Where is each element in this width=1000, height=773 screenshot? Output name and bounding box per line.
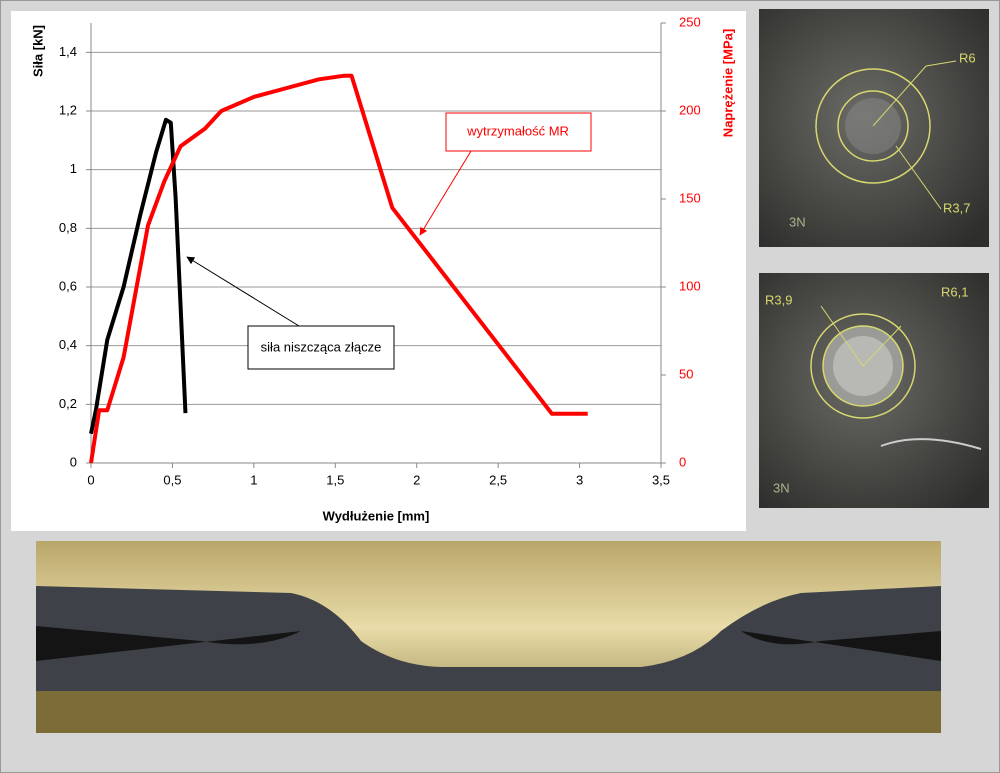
- annotation: siła niszcząca złącze: [261, 339, 382, 354]
- x-tick-label: 1: [250, 472, 257, 487]
- x-tick-label: 0: [87, 472, 94, 487]
- y-tick-label: 1,2: [59, 102, 77, 117]
- x-axis-title: Wydłużenie [mm]: [323, 508, 430, 523]
- x-tick-label: 2: [413, 472, 420, 487]
- y-tick-label: 1: [70, 161, 77, 176]
- cross-section-photo: [36, 541, 941, 733]
- figure: 0 0,2 0,4 0,6 0,8 1 1,2 1,4 0 50 100 150 200 250 0 0,5 1…: [1, 1, 999, 772]
- y2-tick-label: 250: [679, 14, 701, 29]
- photo-label: 3N: [789, 214, 806, 229]
- y-tick-label: 0,4: [59, 337, 77, 352]
- annotation: wytrzymałość MR: [466, 123, 569, 138]
- y-tick-label: 0,6: [59, 278, 77, 293]
- y2-axis-title: Naprężenie [MPa]: [720, 29, 735, 137]
- chart-area: [11, 11, 746, 531]
- y2-tick-label: 0: [679, 454, 686, 469]
- photo-label: R3,7: [943, 200, 970, 215]
- y-axis-title: Siła [kN]: [30, 25, 45, 77]
- x-tick-label: 0,5: [163, 472, 181, 487]
- page: 0 0,2 0,4 0,6 0,8 1 1,2 1,4 0 50 100 150 200 250 0 0,5 1…: [0, 0, 1000, 773]
- y-tick-label: 0,2: [59, 396, 77, 411]
- y-tick-label: 1,4: [59, 44, 77, 59]
- y-tick-label: 0: [70, 454, 77, 469]
- photo-label: 3N: [773, 480, 790, 495]
- photo: R6 R3,7 3N: [759, 9, 989, 247]
- y2-tick-label: 50: [679, 366, 693, 381]
- photo-label: R6,1: [941, 284, 968, 299]
- photo-label: R3,9: [765, 292, 792, 307]
- y2-tick-label: 150: [679, 190, 701, 205]
- x-tick-label: 3,5: [652, 472, 670, 487]
- x-tick-label: 3: [576, 472, 583, 487]
- y2-tick-label: 200: [679, 102, 701, 117]
- y-tick-label: 0,8: [59, 220, 77, 235]
- y2-tick-label: 100: [679, 278, 701, 293]
- x-tick-label: 2,5: [489, 472, 507, 487]
- photo: R3,9 R6,1 3N: [759, 273, 989, 508]
- photo-label: R6: [959, 50, 976, 65]
- x-tick-label: 1,5: [326, 472, 344, 487]
